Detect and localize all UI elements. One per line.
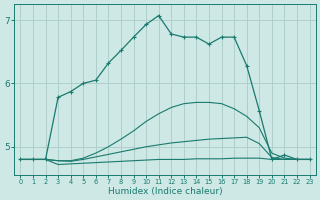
X-axis label: Humidex (Indice chaleur): Humidex (Indice chaleur) [108, 187, 222, 196]
